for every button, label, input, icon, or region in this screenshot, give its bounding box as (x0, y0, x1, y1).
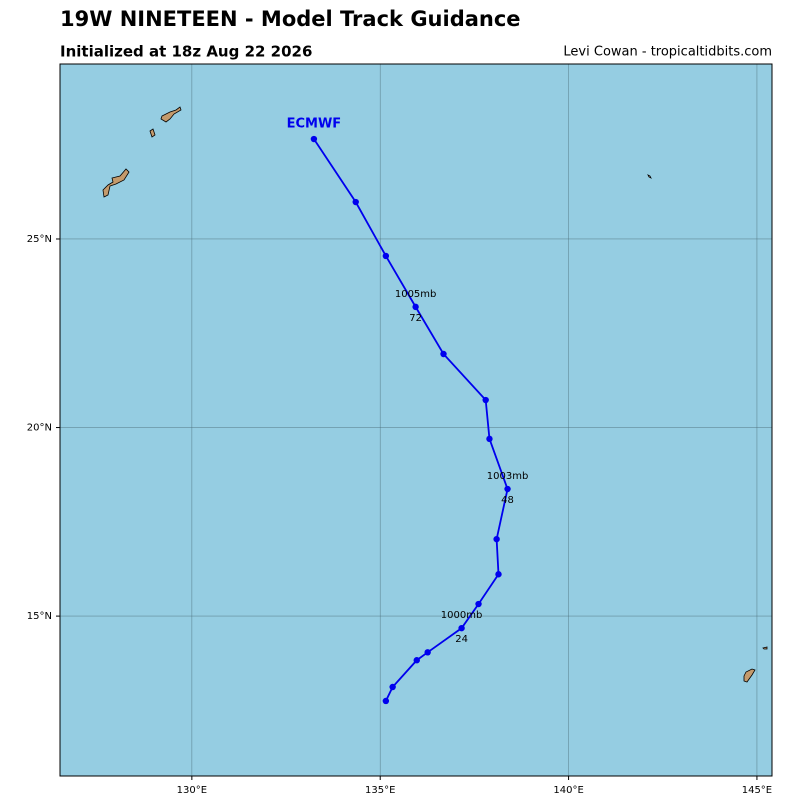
land (102, 106, 768, 683)
series-label: ECMWF (287, 117, 342, 132)
x-tick-label: 140°E (553, 785, 583, 796)
chart-subtitle: Initialized at 18z Aug 22 2026 (60, 43, 312, 61)
track-point (352, 198, 359, 206)
island (762, 646, 768, 650)
track-point (412, 303, 419, 311)
y-tick-label: 20°N (27, 423, 52, 434)
track-point (493, 535, 500, 543)
island (149, 128, 156, 138)
map-frame (59, 63, 773, 777)
pressure-label: 1005mb (395, 289, 437, 300)
track-point (475, 600, 482, 608)
track-point (382, 697, 390, 705)
ocean (60, 64, 772, 776)
track-point (382, 252, 390, 260)
track-point (310, 135, 318, 143)
track-point (504, 485, 511, 493)
x-tick-label: 145°E (742, 785, 772, 796)
x-tick-label: 130°E (177, 785, 207, 796)
track-point (440, 350, 447, 358)
pressure-label: 1000mb (441, 610, 483, 621)
island (647, 174, 652, 179)
hour-label: 24 (455, 634, 468, 645)
y-tick-label: 25°N (27, 234, 52, 245)
track-point (495, 571, 502, 578)
track-point (482, 396, 489, 404)
track-point (486, 435, 493, 443)
hour-label: 48 (501, 495, 514, 506)
pressure-label: 1003mb (487, 471, 529, 482)
track-point (458, 624, 465, 632)
x-tick-label: 135°E (365, 785, 395, 796)
track-point (424, 649, 431, 656)
track-point (389, 683, 396, 691)
island (743, 668, 756, 683)
track-point (413, 657, 420, 664)
y-tick-label: 15°N (27, 611, 52, 622)
track-line (313, 138, 509, 702)
island (102, 168, 130, 198)
chart-title: 19W NINETEEN - Model Track Guidance (60, 7, 521, 31)
grid (60, 64, 772, 776)
hour-label: 72 (409, 313, 422, 324)
island (160, 106, 182, 123)
credit: Levi Cowan - tropicaltidbits.com (563, 45, 772, 60)
